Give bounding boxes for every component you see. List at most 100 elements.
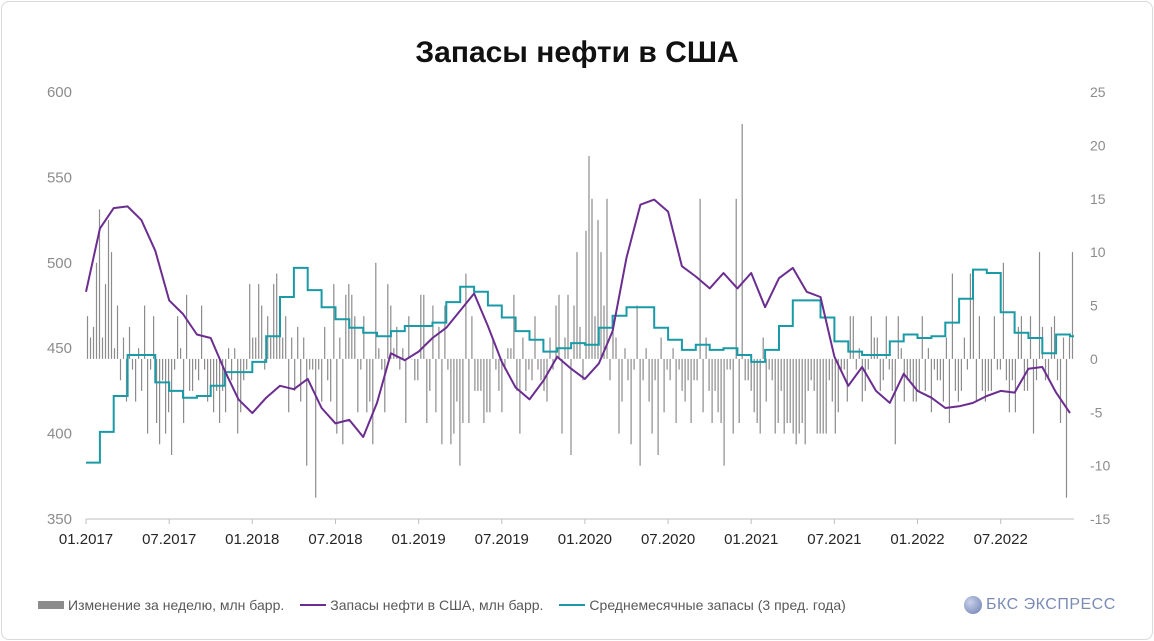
weekly-change-bar [231, 358, 233, 381]
x-tick-label: 07.2022 [974, 531, 1028, 548]
weekly-change-bar [95, 262, 98, 359]
weekly-change-bar [339, 337, 341, 359]
weekly-change-bar [411, 358, 413, 360]
weekly-change-bar [447, 358, 449, 370]
weekly-change-bar [756, 358, 758, 423]
weekly-change-bar [429, 358, 431, 391]
weekly-change-bar [786, 358, 788, 423]
weekly-change-bar [540, 358, 542, 381]
legend-label-stock: Запасы нефти в США, млн барр. [330, 597, 544, 613]
weekly-change-bar [255, 337, 257, 359]
weekly-change-bar [711, 358, 713, 423]
weekly-change-bar [495, 358, 497, 370]
weekly-change-bar [726, 358, 728, 370]
weekly-change-bar [107, 220, 110, 359]
weekly-change-bar [195, 358, 197, 370]
weekly-change-bar [795, 358, 797, 445]
weekly-change-bar [426, 358, 428, 423]
y-left-tick-label: 550 [47, 169, 72, 186]
weekly-change-bar [696, 358, 698, 381]
avg-stock-line [86, 266, 1074, 464]
weekly-change-bar [1047, 358, 1050, 381]
weekly-change-bar [780, 358, 782, 391]
weekly-change-bar [474, 358, 476, 391]
weekly-change-bar [171, 358, 173, 455]
weekly-change-bar [360, 358, 362, 370]
weekly-change-bar [486, 358, 488, 413]
weekly-change-bar [576, 252, 578, 359]
weekly-change-bar [381, 358, 383, 370]
weekly-change-bar [92, 326, 95, 359]
weekly-change-bar [453, 358, 455, 434]
weekly-change-bar [135, 358, 137, 402]
weekly-change-bar [675, 358, 677, 423]
weekly-change-bar [651, 358, 653, 434]
weekly-change-bar [762, 337, 764, 359]
weekly-change-bar [204, 358, 206, 370]
weekly-change-bar [981, 358, 983, 391]
weekly-change-bar [807, 358, 809, 391]
weekly-change-bar [261, 305, 263, 359]
weekly-change-bar [98, 209, 101, 359]
weekly-change-bar [858, 348, 860, 359]
weekly-change-bar [89, 337, 92, 359]
weekly-change-bar [276, 273, 278, 359]
weekly-change-bar [86, 316, 89, 359]
weekly-change-bar [1026, 358, 1029, 391]
weekly-change-bar [948, 358, 950, 423]
weekly-change-bar [720, 358, 722, 423]
y-left-tick-label: 400 [47, 426, 72, 443]
weekly-change-bar [318, 358, 320, 370]
weekly-change-bar [603, 305, 605, 359]
weekly-change-bar [645, 348, 647, 359]
weekly-change-bar [1071, 252, 1074, 359]
weekly-change-bar [480, 358, 482, 391]
weekly-change-bar [159, 358, 161, 445]
weekly-change-bar [1053, 316, 1056, 359]
weekly-change-bar [1059, 358, 1062, 423]
weekly-change-bar [101, 337, 104, 359]
weekly-change-bar [384, 358, 386, 413]
weekly-change-bar [792, 358, 794, 434]
weekly-change-bar [747, 358, 749, 381]
weekly-change-bar [531, 358, 533, 381]
weekly-change-bar [210, 358, 212, 391]
weekly-change-bar [597, 220, 599, 359]
legend-label-avg: Среднемесячные запасы (3 пред. года) [589, 597, 846, 613]
weekly-change-bar [783, 358, 785, 434]
weekly-change-bar [468, 358, 470, 423]
weekly-change-bar [933, 358, 935, 370]
weekly-change-bar [996, 358, 998, 370]
weekly-change-bar [690, 358, 692, 423]
weekly-change-bar [810, 358, 812, 381]
y-right-tick-label: 20 [1090, 137, 1106, 153]
weekly-change-bar [1002, 262, 1004, 359]
x-tick-label: 07.2018 [308, 531, 362, 548]
weekly-change-bar [417, 358, 419, 381]
weekly-change-bar [945, 337, 947, 359]
weekly-change-bar [122, 337, 125, 359]
weekly-change-bar [456, 358, 458, 402]
weekly-change-bar [849, 316, 851, 359]
weekly-change-bar [999, 358, 1001, 370]
weekly-change-bar [282, 337, 284, 359]
weekly-change-bar [741, 124, 743, 359]
weekly-change-bar [612, 316, 614, 359]
weekly-change-bar [267, 316, 269, 359]
weekly-change-bar [642, 358, 644, 381]
weekly-change-bar [501, 358, 503, 413]
weekly-change-bar [681, 358, 683, 391]
weekly-change-bar [840, 358, 842, 370]
weekly-change-bar [885, 316, 887, 359]
weekly-change-bar [249, 284, 251, 359]
legend-swatch-bar [38, 601, 64, 609]
weekly-change-bar [798, 358, 800, 434]
weekly-change-bar [744, 358, 746, 381]
stock-line [85, 198, 1071, 438]
weekly-change-bar [288, 358, 290, 413]
weekly-change-bar [870, 316, 872, 359]
weekly-change-bar [147, 358, 149, 434]
weekly-change-bar [285, 316, 287, 359]
legend-swatch-avg [559, 604, 586, 606]
weekly-change-bar [189, 358, 191, 391]
